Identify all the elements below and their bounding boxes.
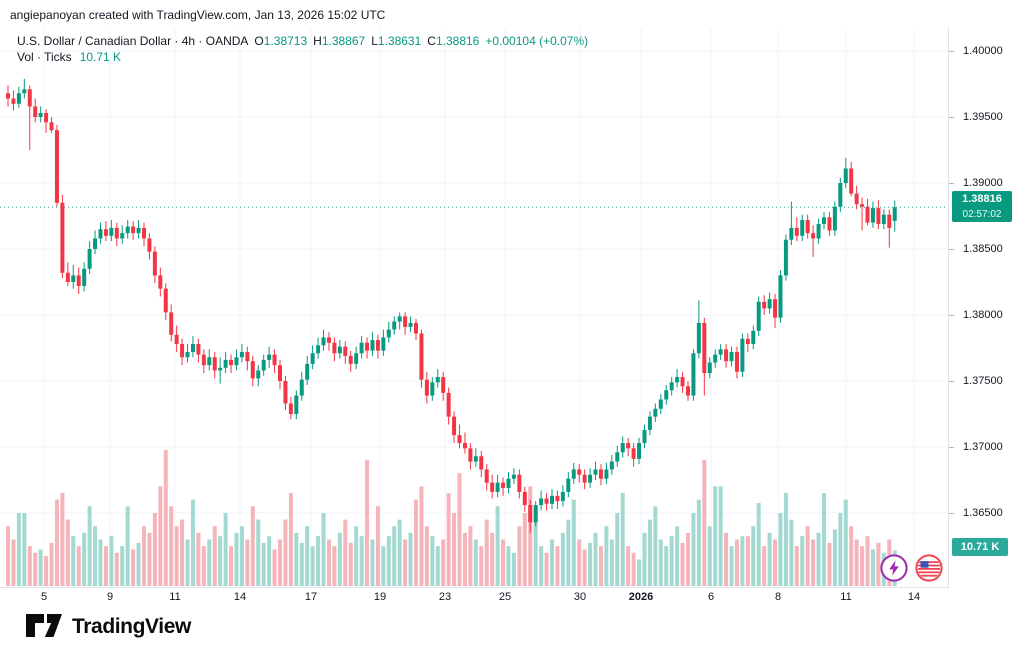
time-tick-label: 2026: [628, 591, 654, 603]
volume-study-value: 10.71 K: [79, 50, 122, 64]
attribution-text: angiepanoyan created with TradingView.co…: [10, 8, 386, 22]
price-tick-mark: [949, 249, 954, 250]
price-tick-label: 1.36500: [963, 507, 1003, 519]
time-tick-label: 17: [304, 591, 318, 603]
symbol-title[interactable]: U.S. Dollar / Canadian Dollar · 4h · OAN…: [17, 34, 249, 48]
time-tick-label: 6: [707, 591, 715, 603]
time-tick-label: 9: [106, 591, 114, 603]
legend-low: L1.38631: [371, 34, 422, 48]
price-tick-mark: [949, 315, 954, 316]
legend-symbol-row: U.S. Dollar / Canadian Dollar · 4h · OAN…: [17, 33, 588, 49]
last-price-label: 1.38816 02:57:02: [952, 191, 1012, 223]
price-tick-label: 1.37000: [963, 441, 1003, 453]
us-flag-event-icon[interactable]: [914, 553, 944, 583]
tradingview-logo-mark: [26, 614, 62, 637]
bar-countdown: 02:57:02: [962, 209, 1002, 221]
time-tick-label: 25: [498, 591, 512, 603]
legend-close: C1.38816: [427, 34, 480, 48]
price-tick-mark: [949, 117, 954, 118]
price-tick-mark: [949, 183, 954, 184]
price-tick-label: 1.38000: [963, 309, 1003, 321]
volume-axis-label: 10.71 K: [952, 538, 1008, 556]
price-tick-label: 1.40000: [963, 45, 1003, 57]
time-tick-label: 23: [438, 591, 452, 603]
price-tick-mark: [949, 447, 954, 448]
time-tick-label: 11: [169, 591, 181, 603]
legend-high: H1.38867: [313, 34, 366, 48]
price-tick-label: 1.39000: [963, 177, 1003, 189]
time-tick-label: 19: [373, 591, 387, 603]
price-tick-mark: [949, 51, 954, 52]
time-tick-label: 5: [40, 591, 48, 603]
last-price-value: 1.38816: [962, 193, 1002, 206]
legend-change: +0.00104 (+0.07%): [485, 34, 589, 48]
time-tick-label: 14: [233, 591, 247, 603]
time-tick-label: 11: [840, 591, 852, 603]
price-tick-label: 1.39500: [963, 111, 1003, 123]
time-tick-label: 14: [907, 591, 921, 603]
time-tick-label: 8: [774, 591, 782, 603]
price-tick-label: 1.37500: [963, 375, 1003, 387]
economic-event-lightning-icon[interactable]: [879, 553, 909, 583]
time-axis[interactable]: 5 9 11 14 17 19 23 25 30 2026 6 8 11 14: [0, 587, 948, 610]
time-tick-label: 30: [573, 591, 587, 603]
price-tick-mark: [949, 513, 954, 514]
legend-open: O1.38713: [254, 34, 308, 48]
tradingview-logo-text: TradingView: [72, 615, 191, 638]
tradingview-logo[interactable]: TradingView: [26, 614, 191, 640]
price-axis[interactable]: 1.40000 1.39500 1.39000 1.38500 1.38000 1.375…: [948, 28, 1024, 588]
volume-study-label[interactable]: Vol · Ticks: [17, 50, 72, 64]
legend-volume-row: Vol · Ticks 10.71 K: [17, 49, 588, 65]
price-tick-mark: [949, 381, 954, 382]
chart-legend[interactable]: U.S. Dollar / Canadian Dollar · 4h · OAN…: [17, 33, 588, 65]
price-tick-label: 1.38500: [963, 243, 1003, 255]
